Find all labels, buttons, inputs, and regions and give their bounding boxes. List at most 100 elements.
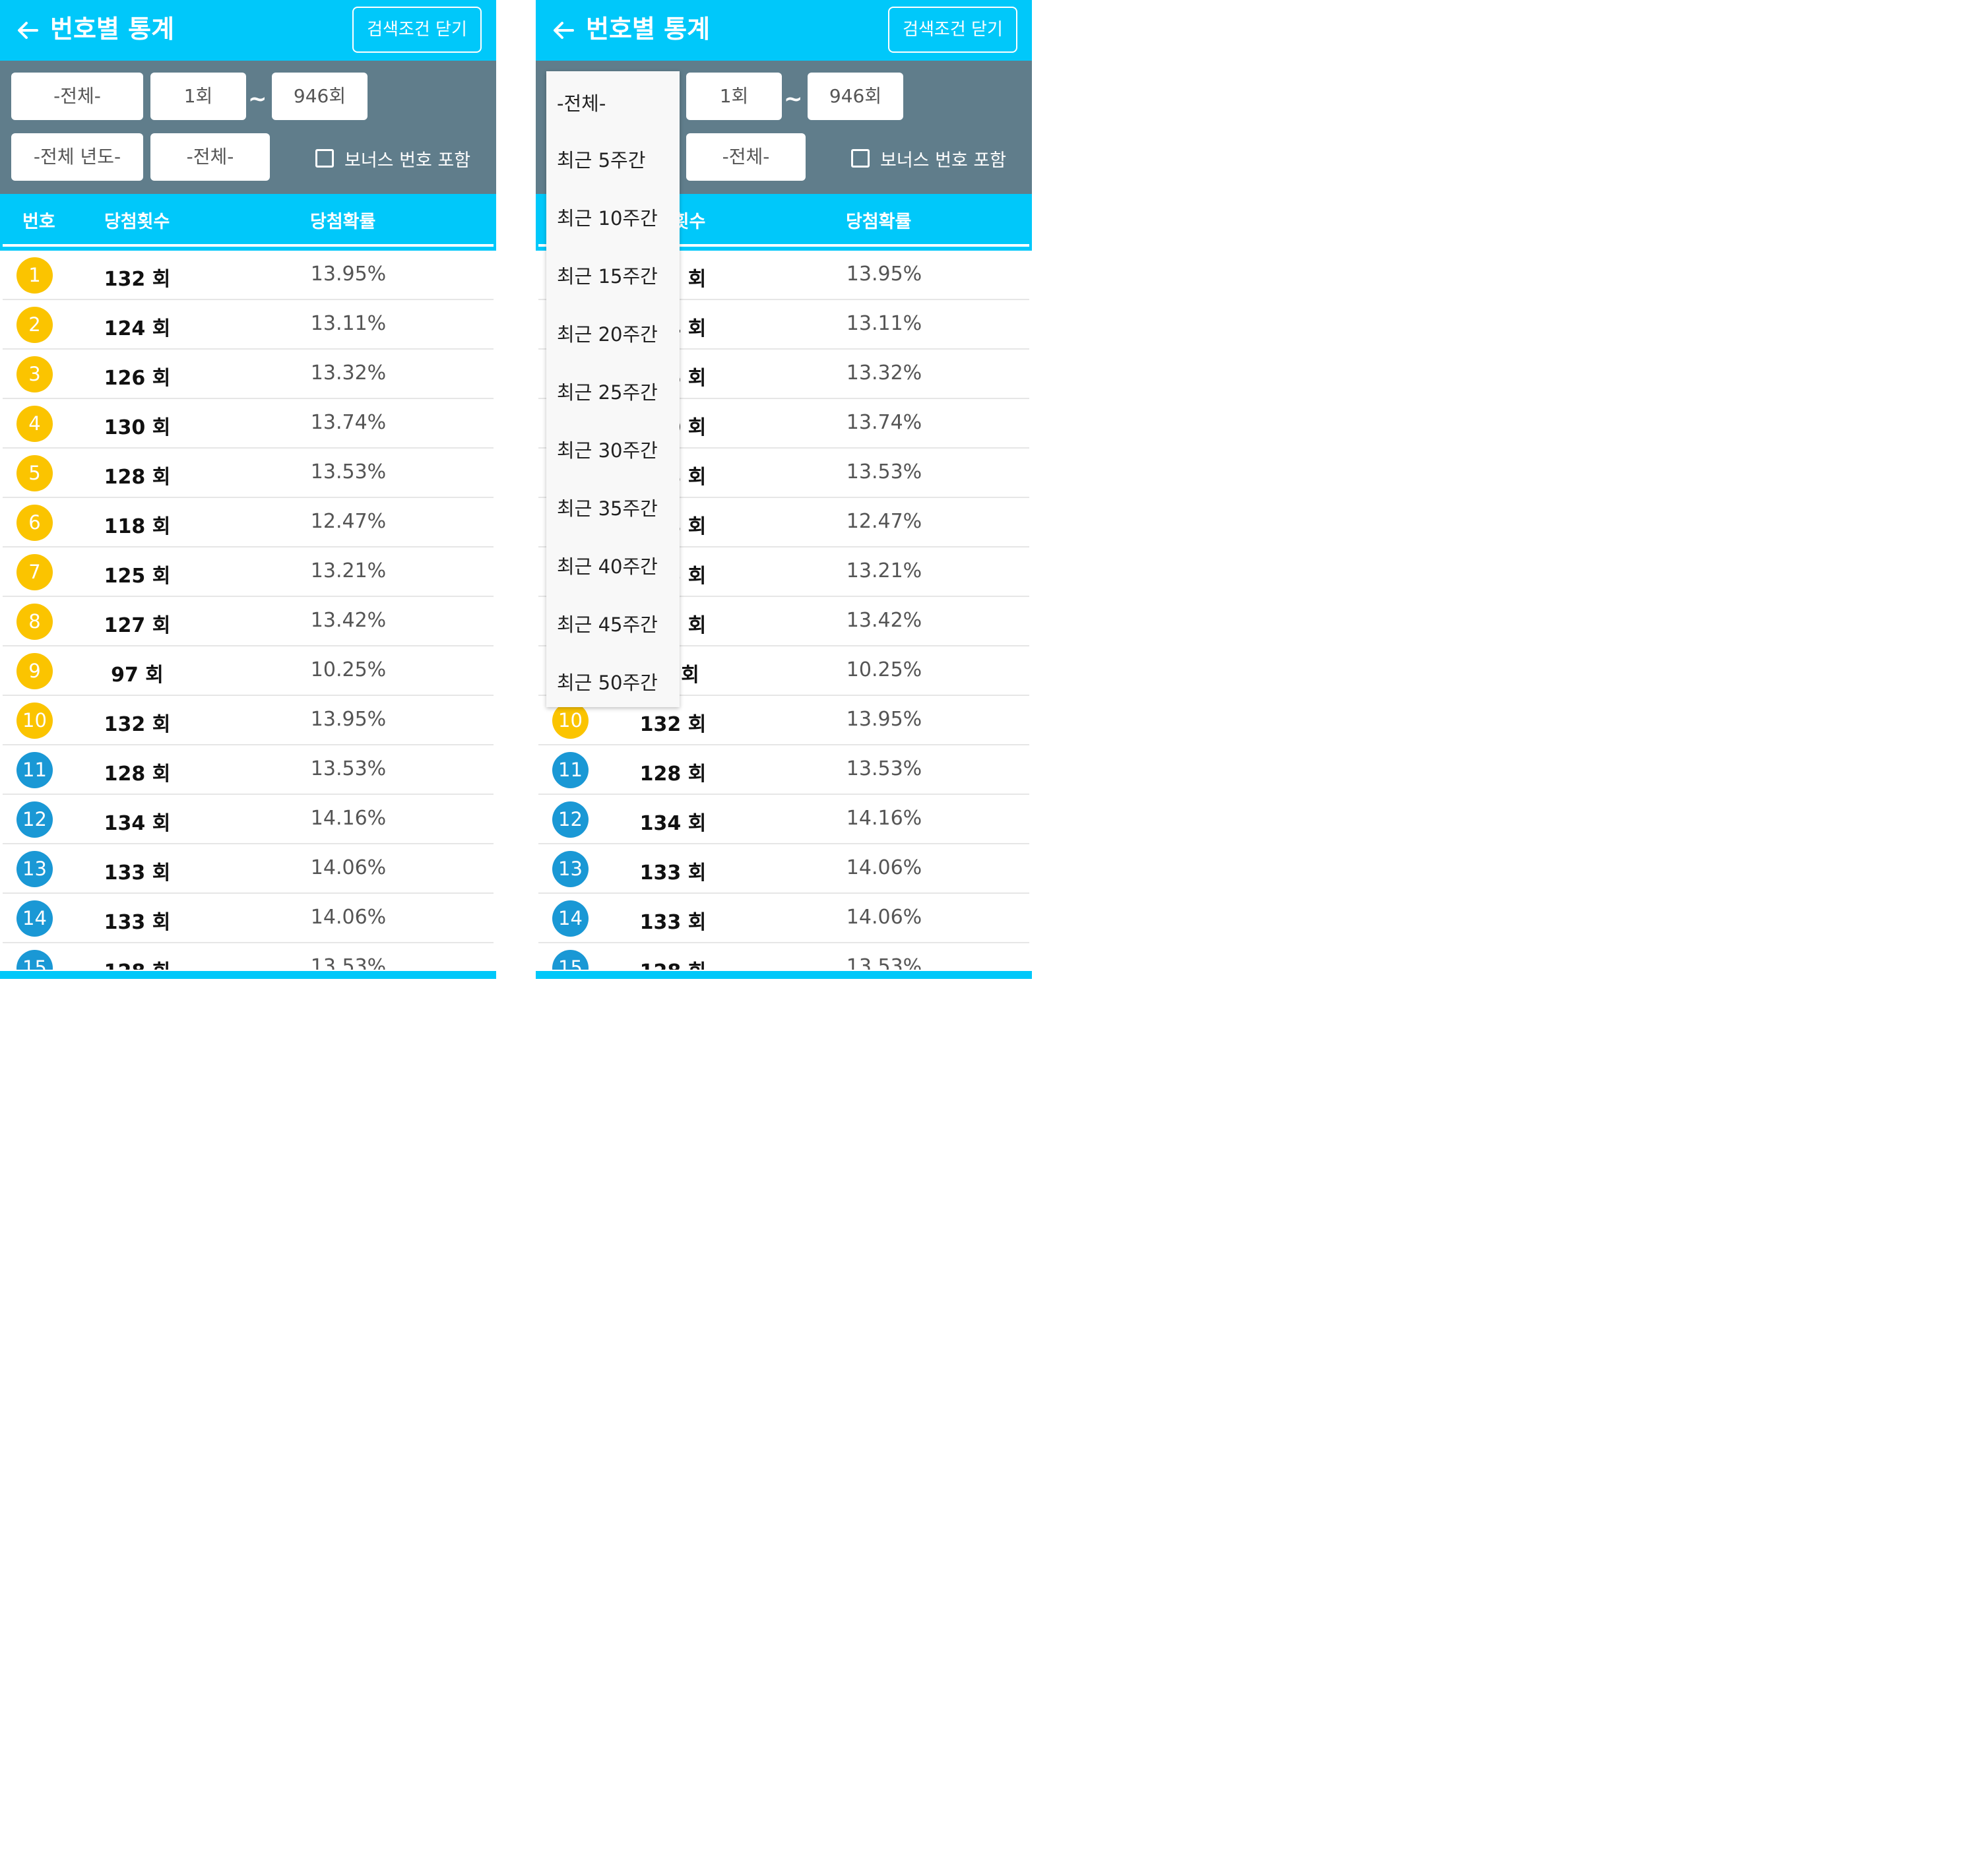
win-rate: 13.53% [310,955,387,970]
table-row[interactable]: 8 127 회 13.42% [0,597,496,646]
table-row[interactable]: 2 124 회 13.11% [0,300,496,350]
to-round-select[interactable]: 946회 [272,73,368,120]
row-divider [538,892,1029,894]
row-divider [538,596,1029,597]
table-row[interactable]: 14 133 회 14.06% [0,894,496,943]
table-row[interactable]: 10 132 회 13.95% [536,696,1032,745]
win-count: 134 회 [639,812,707,835]
period-select[interactable]: -전체- [11,73,143,120]
to-round-select[interactable]: 946회 [808,73,903,120]
number-ball: 12 [552,801,589,838]
column-number[interactable]: 번호 [22,212,55,232]
bottom-bar [0,971,496,979]
range-separator: ~ [784,86,803,112]
win-count: 97 회 [111,664,164,687]
row-divider [538,744,1029,745]
number-ball: 4 [16,406,53,442]
month-select[interactable]: -전체- [686,133,806,181]
table-row[interactable]: 15 128 회 13.53% [0,943,496,970]
dropdown-option[interactable]: 최근 10주간 [557,207,658,230]
dropdown-option[interactable]: 최근 40주간 [557,555,658,578]
number-ball: 6 [16,505,53,541]
row-divider [538,695,1029,696]
table-row[interactable]: 6 118 회 12.47% [0,498,496,547]
dropdown-option[interactable]: 최근 45주간 [557,613,658,636]
number-ball: 7 [16,554,53,590]
win-rate: 13.74% [310,411,387,434]
table-row[interactable]: 7 125 회 13.21% [0,547,496,597]
filter-panel: -전체- 1회 ~ 946회 -전체 년도- -전체- 보너스 번호 포함 [0,61,496,194]
win-rate: 13.21% [310,559,387,582]
app-header: 번호별 통계 검색조건 닫기 [536,0,1032,61]
table-row[interactable]: 1 132 회 13.95% [0,251,496,300]
row-divider [538,942,1029,943]
row-divider [3,348,494,350]
dropdown-option[interactable]: 최근 15주간 [557,265,658,288]
win-rate: 14.06% [846,856,922,879]
dropdown-option[interactable]: 최근 50주간 [557,672,658,694]
number-ball: 1 [16,257,53,294]
win-rate: 13.42% [846,609,922,632]
table-row[interactable]: 13 133 회 14.06% [0,844,496,894]
table-row[interactable]: 10 132 회 13.95% [0,696,496,745]
win-count: 126 회 [104,367,171,390]
table-row[interactable]: 5 128 회 13.53% [0,449,496,498]
table-row[interactable]: 3 126 회 13.32% [0,350,496,399]
dropdown-option[interactable]: -전체- [557,92,606,115]
table-row[interactable]: 12 134 회 14.16% [0,795,496,844]
table-row[interactable]: 14 133 회 14.06% [536,894,1032,943]
win-rate: 12.47% [310,510,387,533]
column-win-rate[interactable]: 당첨확률 [846,212,912,232]
table-row[interactable]: 11 128 회 13.53% [536,745,1032,795]
bonus-checkbox[interactable] [851,149,870,168]
row-divider [538,447,1029,449]
bonus-toggle[interactable]: 보너스 번호 포함 [315,145,470,172]
bottom-bar [536,971,1032,979]
win-count: 132 회 [104,268,171,291]
year-select[interactable]: -전체 년도- [11,133,143,181]
win-rate: 14.16% [846,807,922,830]
from-round-select[interactable]: 1회 [686,73,782,120]
table-row[interactable]: 12 134 회 14.16% [536,795,1032,844]
win-count: 132 회 [639,713,707,736]
win-count: 128 회 [104,466,171,489]
win-rate: 13.32% [846,361,922,385]
number-ball: 5 [16,455,53,491]
number-ball: 9 [16,653,53,689]
dropdown-option[interactable]: 최근 30주간 [557,439,658,462]
close-search-button[interactable]: 검색조건 닫기 [352,7,482,53]
win-count: 134 회 [104,812,171,835]
dropdown-option[interactable]: 최근 25주간 [557,381,658,404]
row-divider [3,744,494,745]
close-search-button[interactable]: 검색조건 닫기 [888,7,1017,53]
bonus-toggle[interactable]: 보너스 번호 포함 [851,145,1006,172]
column-win-count[interactable]: 당첨횟수 [104,212,170,232]
table-row[interactable]: 13 133 회 14.06% [536,844,1032,894]
row-divider [3,398,494,399]
back-arrow-icon[interactable] [15,17,41,44]
number-ball: 11 [16,752,53,788]
win-rate: 10.25% [846,658,922,681]
row-divider [3,794,494,795]
dropdown-option[interactable]: 최근 5주간 [557,149,646,172]
table-row[interactable]: 9 97 회 10.25% [0,646,496,696]
row-divider [538,546,1029,547]
table-row[interactable]: 15 128 회 13.53% [536,943,1032,970]
month-select[interactable]: -전체- [150,133,270,181]
number-ball: 14 [552,900,589,937]
back-arrow-icon[interactable] [550,17,577,44]
table-row[interactable]: 4 130 회 13.74% [0,399,496,449]
table-row[interactable]: 11 128 회 13.53% [0,745,496,795]
column-win-rate[interactable]: 당첨확률 [310,212,376,232]
win-rate: 13.21% [846,559,922,582]
bonus-label: 보너스 번호 포함 [880,150,1007,171]
row-divider [3,843,494,844]
dropdown-option[interactable]: 최근 20주간 [557,323,658,346]
row-divider [3,892,494,894]
dropdown-option[interactable]: 최근 35주간 [557,497,658,520]
win-rate: 13.11% [846,312,922,335]
from-round-select[interactable]: 1회 [150,73,246,120]
bonus-checkbox[interactable] [315,149,334,168]
page-title: 번호별 통계 [50,15,175,44]
